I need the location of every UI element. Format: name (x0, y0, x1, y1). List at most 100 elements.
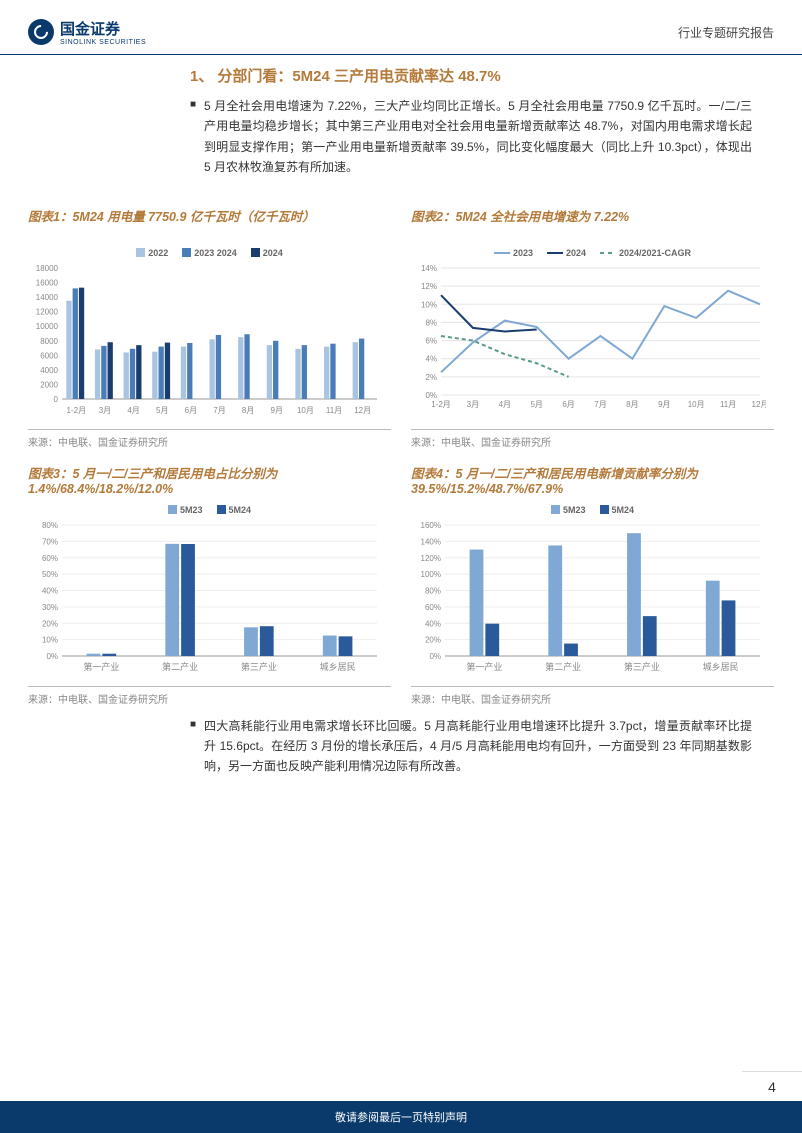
charts-row-2: 图表3：5 月一/二/三产和居民用电占比分别为 1.4%/68.4%/18.2%… (0, 463, 802, 706)
svg-text:第三产业: 第三产业 (624, 661, 660, 672)
section-number: 1、 (190, 65, 213, 86)
svg-text:70%: 70% (42, 537, 58, 546)
svg-text:0%: 0% (46, 652, 58, 661)
chart3-legend: 5M23 5M24 (28, 505, 391, 515)
chart3-canvas: 5M23 5M24 0%10%20%30%40%50%60%70%80%第一产业… (28, 505, 391, 680)
svg-text:80%: 80% (42, 521, 58, 530)
svg-text:10月: 10月 (297, 406, 314, 415)
svg-text:14%: 14% (421, 264, 437, 273)
svg-text:10月: 10月 (688, 400, 705, 409)
chart-4: 图表4：5 月一/二/三产和居民用电新增贡献率分别为 39.5%/15.2%/4… (411, 463, 774, 706)
svg-text:12月: 12月 (354, 406, 371, 415)
report-type: 行业专题研究报告 (678, 24, 774, 41)
svg-text:4月: 4月 (127, 406, 139, 415)
svg-text:20%: 20% (42, 619, 58, 628)
svg-text:14000: 14000 (36, 293, 59, 302)
svg-text:2%: 2% (425, 372, 437, 381)
svg-text:100%: 100% (421, 570, 441, 579)
chart2-legend: 2023 2024 2024/2021-CAGR (411, 248, 774, 258)
svg-text:40%: 40% (42, 586, 58, 595)
chart-3: 图表3：5 月一/二/三产和居民用电占比分别为 1.4%/68.4%/18.2%… (28, 463, 391, 706)
svg-text:8%: 8% (425, 318, 437, 327)
svg-text:12月: 12月 (752, 400, 766, 409)
svg-text:10000: 10000 (36, 322, 59, 331)
chart-2: 图表2：5M24 全社会用电增速为 7.22% 2023 2024 2024/2… (411, 206, 774, 449)
svg-text:3月: 3月 (467, 400, 479, 409)
svg-text:9月: 9月 (658, 400, 670, 409)
svg-text:8月: 8月 (626, 400, 638, 409)
svg-text:11月: 11月 (326, 406, 342, 415)
chart1-title: 图表1：5M24 用电量 7750.9 亿千瓦时（亿千瓦时） (28, 206, 391, 242)
chart3-title: 图表3：5 月一/二/三产和居民用电占比分别为 1.4%/68.4%/18.2%… (28, 463, 391, 499)
paragraph-1: ■ 5 月全社会用电增速为 7.22%，三大产业均同比正增长。5 月全社会用电量… (190, 96, 752, 178)
chart4-canvas: 5M23 5M24 0%20%40%60%80%100%120%140%160%… (411, 505, 774, 680)
chart1-canvas: 2022 2023 2024 2024 02000400060008000100… (28, 248, 391, 423)
page-number: 4 (742, 1071, 802, 1101)
svg-text:4000: 4000 (40, 365, 58, 374)
chart-1: 图表1：5M24 用电量 7750.9 亿千瓦时（亿千瓦时） 2022 2023… (28, 206, 391, 449)
svg-text:5月: 5月 (530, 400, 542, 409)
chart4-source: 来源：中电联、国金证券研究所 (411, 686, 774, 706)
svg-text:4%: 4% (425, 354, 437, 363)
svg-text:18000: 18000 (36, 264, 59, 273)
svg-text:6%: 6% (425, 336, 437, 345)
svg-text:7月: 7月 (213, 406, 225, 415)
charts-row-1: 图表1：5M24 用电量 7750.9 亿千瓦时（亿千瓦时） 2022 2023… (0, 206, 802, 449)
svg-text:8000: 8000 (40, 336, 58, 345)
svg-text:6月: 6月 (185, 406, 197, 415)
section-heading: 1、 分部门看：5M24 三产用电贡献率达 48.7% (190, 65, 752, 86)
section-body-2: ■ 四大高耗能行业用电需求增长环比回暖。5 月高耗能行业用电增速环比提升 3.7… (0, 706, 802, 827)
svg-text:12000: 12000 (36, 307, 59, 316)
section-body: 1、 分部门看：5M24 三产用电贡献率达 48.7% ■ 5 月全社会用电增速… (0, 55, 802, 198)
svg-text:40%: 40% (425, 619, 441, 628)
chart1-source: 来源：中电联、国金证券研究所 (28, 429, 391, 449)
bullet-icon: ■ (190, 719, 196, 777)
svg-text:1-2月: 1-2月 (67, 406, 87, 415)
svg-text:20%: 20% (425, 635, 441, 644)
report-header: 国金证券 SINOLINK SECURITIES 行业专题研究报告 (0, 0, 802, 55)
svg-text:7月: 7月 (594, 400, 606, 409)
svg-text:12%: 12% (421, 282, 437, 291)
svg-text:16000: 16000 (36, 278, 59, 287)
paragraph-2: ■ 四大高耗能行业用电需求增长环比回暖。5 月高耗能行业用电增速环比提升 3.7… (190, 716, 752, 777)
svg-text:8月: 8月 (242, 406, 254, 415)
logo: 国金证券 SINOLINK SECURITIES (28, 18, 146, 46)
chart1-legend: 2022 2023 2024 2024 (28, 248, 391, 258)
footer: 敬请参阅最后一页特别声明 (0, 1101, 802, 1133)
svg-text:0: 0 (54, 395, 59, 404)
svg-text:3月: 3月 (99, 406, 111, 415)
svg-text:5月: 5月 (156, 406, 168, 415)
company-name-en: SINOLINK SECURITIES (60, 39, 146, 46)
svg-text:第一产业: 第一产业 (466, 661, 502, 672)
para1-text: 5 月全社会用电增速为 7.22%，三大产业均同比正增长。5 月全社会用电量 7… (204, 96, 752, 178)
svg-text:城乡居民: 城乡居民 (320, 662, 356, 672)
section-title: 分部门看：5M24 三产用电贡献率达 48.7% (217, 65, 500, 86)
svg-text:160%: 160% (421, 521, 441, 530)
chart4-title: 图表4：5 月一/二/三产和居民用电新增贡献率分别为 39.5%/15.2%/4… (411, 463, 774, 499)
svg-text:1-2月: 1-2月 (431, 400, 451, 409)
chart3-source: 来源：中电联、国金证券研究所 (28, 686, 391, 706)
svg-text:9月: 9月 (271, 406, 283, 415)
svg-text:2000: 2000 (40, 380, 58, 389)
disclaimer: 敬请参阅最后一页特别声明 (335, 1109, 467, 1125)
svg-text:第三产业: 第三产业 (241, 661, 277, 672)
svg-text:城乡居民: 城乡居民 (703, 662, 739, 672)
logo-icon (28, 19, 54, 45)
svg-text:0%: 0% (425, 391, 437, 400)
svg-text:6月: 6月 (562, 400, 574, 409)
svg-text:140%: 140% (421, 537, 441, 546)
chart4-legend: 5M23 5M24 (411, 505, 774, 515)
svg-text:80%: 80% (425, 586, 441, 595)
chart2-title: 图表2：5M24 全社会用电增速为 7.22% (411, 206, 774, 242)
svg-text:50%: 50% (42, 570, 58, 579)
company-name-zh: 国金证券 (60, 18, 146, 39)
svg-text:120%: 120% (421, 553, 441, 562)
svg-text:4月: 4月 (499, 400, 511, 409)
svg-text:第二产业: 第二产业 (545, 661, 581, 672)
svg-text:11月: 11月 (720, 400, 736, 409)
para2-text: 四大高耗能行业用电需求增长环比回暖。5 月高耗能行业用电增速环比提升 3.7pc… (204, 716, 752, 777)
chart2-canvas: 2023 2024 2024/2021-CAGR 0%2%4%6%8%10%12… (411, 248, 774, 423)
svg-text:第二产业: 第二产业 (162, 661, 198, 672)
chart2-source: 来源：中电联、国金证券研究所 (411, 429, 774, 449)
svg-text:10%: 10% (42, 635, 58, 644)
